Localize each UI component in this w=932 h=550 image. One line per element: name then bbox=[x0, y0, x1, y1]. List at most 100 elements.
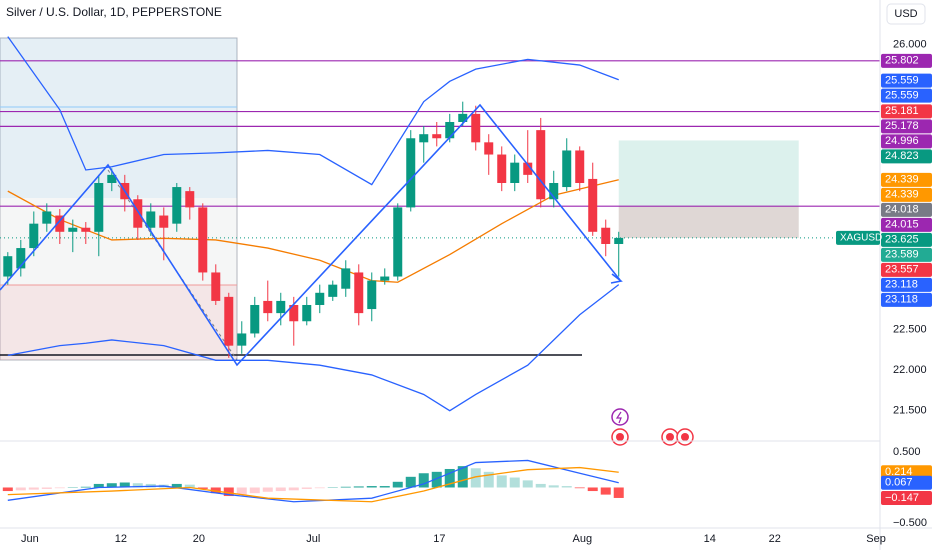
price-label-bg bbox=[881, 134, 932, 149]
histogram-bar bbox=[288, 487, 299, 491]
target-zone bbox=[618, 140, 799, 238]
histogram-bar bbox=[262, 487, 273, 492]
candle-body bbox=[16, 248, 26, 269]
x-tick-label: 14 bbox=[704, 533, 716, 545]
candle-body bbox=[432, 134, 442, 139]
symbol-label-bg bbox=[836, 230, 880, 245]
histogram-bar bbox=[444, 468, 455, 488]
price-label-bg bbox=[881, 247, 932, 262]
price-label: 24.015 bbox=[885, 219, 919, 231]
price-label-bg bbox=[881, 172, 932, 187]
candle-body bbox=[3, 256, 13, 277]
event-icon[interactable] bbox=[611, 408, 629, 426]
candle-body bbox=[55, 215, 65, 232]
histogram-bar bbox=[600, 487, 611, 495]
candle-body bbox=[133, 199, 143, 228]
candle-body bbox=[614, 237, 624, 244]
candle-body bbox=[601, 227, 611, 244]
price-label-bg bbox=[881, 73, 932, 88]
candle-body bbox=[42, 211, 52, 224]
range-box bbox=[0, 37, 238, 361]
price-label: 24.018 bbox=[885, 204, 919, 216]
currency-button[interactable] bbox=[886, 3, 926, 25]
histogram-bar bbox=[522, 480, 533, 488]
histogram-bar bbox=[2, 487, 13, 492]
bollinger-upper bbox=[7, 36, 619, 186]
histogram-bar bbox=[236, 487, 247, 495]
histogram-bar bbox=[210, 487, 221, 494]
candle-body bbox=[328, 284, 338, 297]
value-label: 0.214 bbox=[885, 466, 913, 478]
candle-body bbox=[94, 182, 104, 232]
candle-body bbox=[29, 223, 39, 249]
histogram-bar bbox=[483, 471, 494, 488]
histogram-bar bbox=[93, 483, 104, 488]
price-label-bg bbox=[881, 232, 932, 247]
price-label-bg bbox=[881, 119, 932, 134]
candle-body bbox=[354, 272, 364, 314]
histogram-bar bbox=[28, 487, 39, 490]
candle-body bbox=[510, 162, 520, 183]
zigzag-arrow bbox=[610, 273, 623, 284]
zigzag bbox=[0, 103, 621, 367]
event-icon-glyph bbox=[615, 411, 622, 424]
histogram-bar bbox=[405, 476, 416, 488]
price-label-bg bbox=[881, 262, 932, 277]
y-tick-label: 22.500 bbox=[893, 323, 927, 335]
histogram-bar bbox=[54, 487, 65, 489]
histogram-bar bbox=[509, 477, 520, 488]
y-tick-label: 0.500 bbox=[893, 446, 921, 458]
candle-body bbox=[107, 174, 117, 183]
currency-label: USD bbox=[894, 8, 917, 20]
histogram-bar bbox=[314, 487, 325, 489]
candle-body bbox=[172, 187, 182, 224]
histogram-bar bbox=[340, 486, 351, 488]
price-label-bg bbox=[881, 149, 932, 164]
value-label: 0.067 bbox=[885, 477, 913, 489]
price-label: 24.823 bbox=[885, 150, 919, 162]
candle-body bbox=[549, 182, 559, 200]
price-label: 24.996 bbox=[885, 135, 919, 147]
candle-body bbox=[445, 121, 455, 139]
price-label-bg bbox=[881, 53, 932, 68]
candle-body bbox=[380, 276, 390, 281]
fib-zone bbox=[0, 38, 237, 198]
histogram-bar bbox=[366, 486, 377, 488]
value-label-bg bbox=[881, 490, 932, 505]
price-label: 25.802 bbox=[885, 55, 919, 67]
moving-average bbox=[7, 179, 619, 283]
x-tick-label: Aug bbox=[573, 533, 593, 545]
histogram-bar bbox=[496, 475, 507, 488]
candle-body bbox=[159, 215, 169, 228]
histogram-bar bbox=[301, 487, 312, 489]
price-label: 25.178 bbox=[885, 120, 919, 132]
histogram-bar bbox=[561, 486, 572, 488]
candle-body bbox=[575, 150, 585, 183]
histogram-bar bbox=[15, 487, 26, 491]
candle-body bbox=[302, 304, 312, 322]
candle-body bbox=[146, 211, 156, 228]
price-label: 25.181 bbox=[885, 105, 919, 117]
candle-body bbox=[237, 333, 247, 346]
event-icon-glyph bbox=[666, 433, 674, 441]
candle-body bbox=[198, 207, 208, 273]
candle-body bbox=[393, 207, 403, 277]
histogram-bar bbox=[431, 471, 442, 488]
x-tick-label: 20 bbox=[193, 533, 205, 545]
x-tick-label: Jun bbox=[21, 533, 39, 545]
histogram-bar bbox=[379, 486, 390, 488]
chart-title: Silver / U.S. Dollar, 1D, PEPPERSTONE bbox=[6, 5, 222, 19]
stop-zone bbox=[618, 206, 799, 238]
histogram-bar bbox=[470, 468, 481, 488]
histogram-bar bbox=[184, 484, 195, 488]
symbol-label: XAGUSD bbox=[840, 233, 882, 244]
value-label-bg bbox=[881, 475, 932, 490]
histogram-bar bbox=[353, 486, 364, 488]
histogram-bar bbox=[132, 483, 143, 488]
fib-zone bbox=[0, 285, 237, 360]
histogram-bar bbox=[275, 487, 286, 492]
x-tick-label: 17 bbox=[433, 533, 445, 545]
candle-body bbox=[419, 134, 429, 143]
